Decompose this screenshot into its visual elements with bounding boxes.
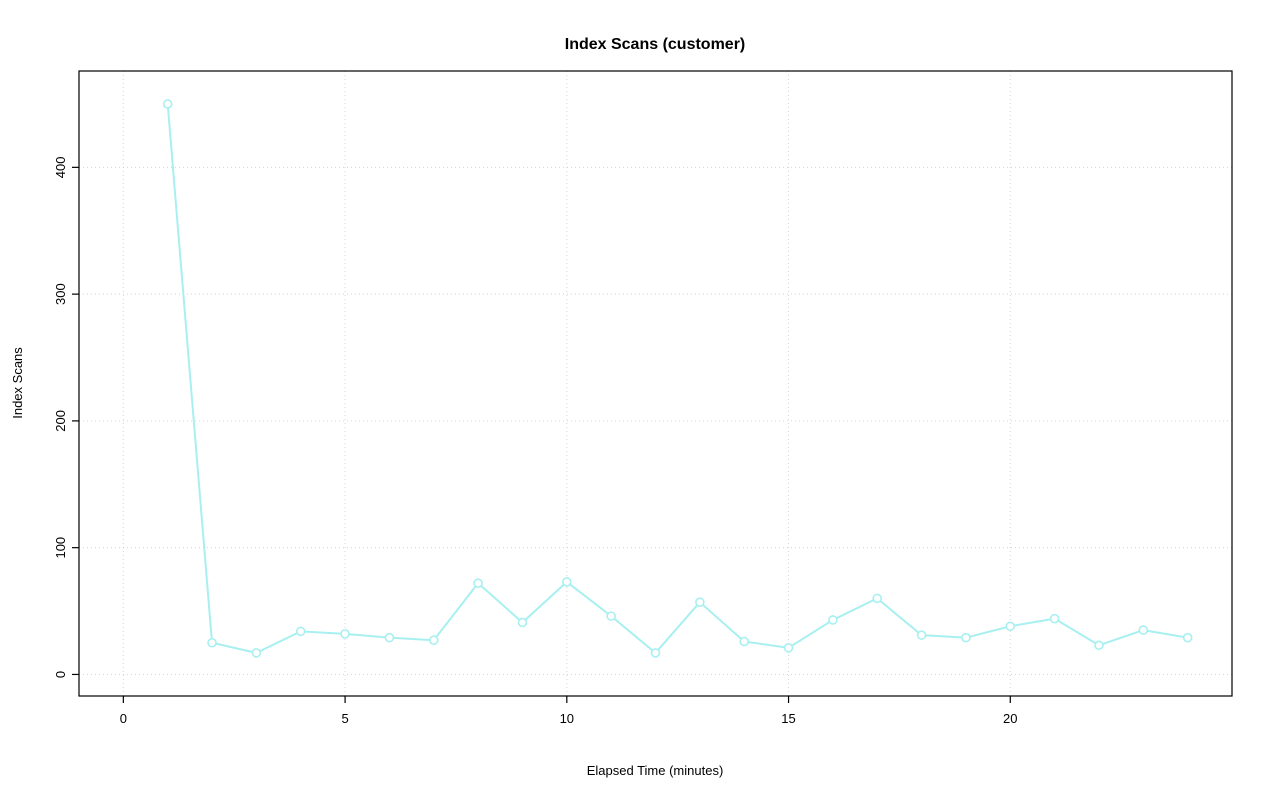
data-point-marker [695, 597, 705, 607]
data-point-marker [872, 593, 883, 604]
plot-border [78, 70, 1233, 697]
data-point-marker [783, 643, 794, 653]
x-tick-label: 20 [1003, 711, 1017, 726]
x-tick-label: 10 [560, 711, 574, 726]
data-point-marker [606, 611, 616, 621]
y-tick-label: 300 [53, 283, 68, 305]
data-point-marker [295, 626, 306, 637]
x-axis-label: Elapsed Time (minutes) [587, 763, 724, 778]
data-point-marker [562, 577, 572, 587]
data-point-marker [1182, 632, 1193, 643]
gridlines [79, 71, 1232, 696]
data-point-marker [1049, 613, 1060, 624]
data-point-marker [207, 637, 217, 648]
y-tick-label: 0 [53, 671, 68, 678]
y-tick-label: 100 [53, 537, 68, 559]
data-point-marker [739, 636, 749, 647]
data-point-marker [961, 632, 971, 643]
data-point-marker [251, 648, 262, 658]
data-point-marker [517, 617, 528, 628]
data-point-marker [650, 648, 661, 658]
series-line [166, 102, 1189, 654]
y-axis-label: Index Scans [10, 347, 25, 419]
data-point-marker [162, 99, 173, 109]
x-tick-label: 0 [120, 711, 127, 726]
data-point-marker [1005, 621, 1016, 632]
y-tick-label: 200 [53, 410, 68, 432]
data-point-marker [428, 635, 439, 646]
x-tick-label: 15 [781, 711, 795, 726]
data-point-marker [1094, 640, 1104, 651]
data-point-marker [916, 630, 927, 640]
data-point-marker [1138, 625, 1149, 635]
data-point-marker [473, 578, 483, 588]
data-point-marker [384, 632, 395, 643]
chart-title: Index Scans (customer) [565, 36, 746, 53]
data-point-marker [340, 629, 350, 639]
data-point-marker [828, 615, 838, 625]
data-series [162, 99, 1193, 658]
y-tick-label: 400 [53, 156, 68, 178]
x-tick-label: 5 [341, 711, 348, 726]
